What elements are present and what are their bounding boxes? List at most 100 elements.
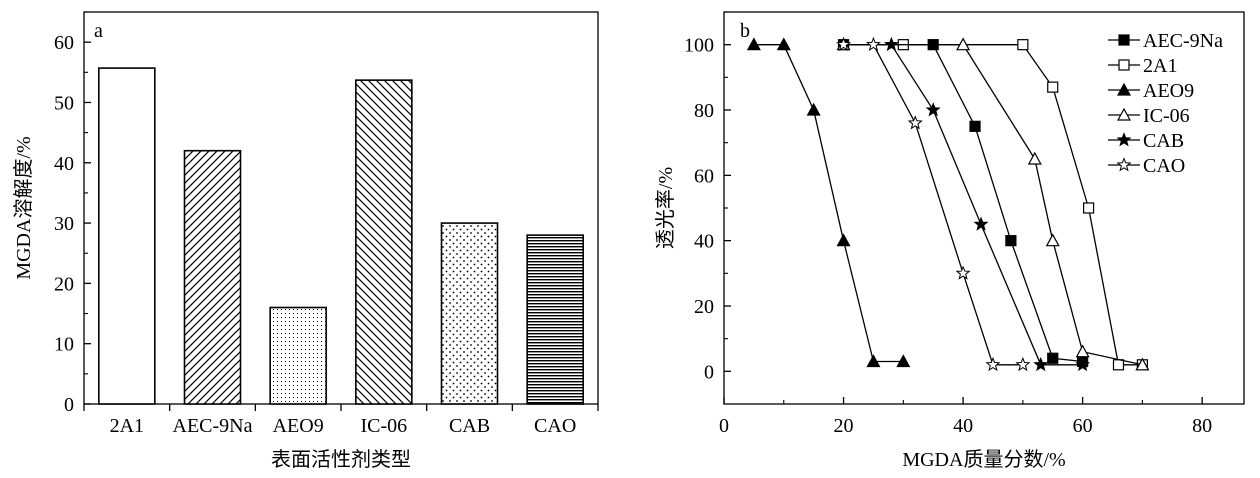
series-ic-06: [836, 37, 1150, 371]
y-tick-label: 60: [54, 32, 74, 54]
data-point: [836, 233, 851, 247]
legend-item: CAO: [1108, 155, 1185, 177]
y-tick-label: 40: [694, 231, 714, 253]
legend: AEC-9Na 2A1 AEO9 IC-06 CAB CAO: [1108, 30, 1223, 177]
series-2a1: [897, 39, 1148, 371]
bar-aeo9: [269, 306, 327, 405]
x-tick-label: 0: [719, 415, 729, 437]
y-axis: 0 10 20 30 40 50 60: [54, 11, 91, 416]
data-point: [925, 102, 941, 117]
x-tick-label: AEC-9Na: [173, 415, 253, 437]
series-cab: [883, 36, 1091, 372]
data-point: [956, 37, 971, 51]
data-point: [985, 356, 1001, 372]
y-tick-label: 10: [54, 334, 74, 356]
legend-marker: [1118, 59, 1130, 71]
data-point: [1047, 81, 1059, 93]
data-point: [1027, 151, 1042, 165]
data-point: [883, 36, 899, 52]
x-tick-label: AEO9: [273, 415, 324, 437]
x-tick-label: 60: [1073, 415, 1093, 437]
legend-item: IC-06: [1108, 105, 1190, 127]
data-point: [1045, 233, 1060, 247]
data-point: [865, 36, 881, 52]
data-point: [776, 37, 791, 51]
y-axis-title: 透光率/%: [654, 167, 677, 249]
y-tick-label: 0: [704, 361, 714, 383]
series-aeo9: [746, 37, 911, 368]
y-axis-title: MGDA溶解度/%: [12, 136, 35, 279]
data-point: [836, 36, 852, 52]
y-tick-label: 0: [64, 394, 74, 416]
legend-marker: [1116, 132, 1132, 147]
data-point: [1015, 356, 1031, 372]
data-point: [969, 120, 981, 132]
bar-cab: [440, 222, 499, 405]
data-point: [973, 216, 989, 231]
axes: 0 20 40 60 80 0 20 40 60 80 100: [684, 11, 1212, 437]
data-point: [1075, 344, 1090, 358]
y-tick-label: 100: [684, 35, 714, 57]
series-line: [843, 44, 1083, 363]
legend-marker: [1116, 107, 1132, 121]
legend-item: AEO9: [1108, 80, 1194, 102]
data-point: [907, 115, 923, 130]
y-tick-label: 40: [54, 153, 74, 175]
x-tick-label: 20: [834, 415, 854, 437]
x-tick-label: 40: [953, 415, 973, 437]
y-tick-label: 50: [54, 92, 74, 114]
panel-label: a: [94, 20, 103, 42]
data-point: [896, 354, 911, 368]
panel-label: b: [740, 20, 750, 42]
legend-label: CAO: [1143, 155, 1185, 177]
y-tick-label: 20: [54, 273, 74, 295]
x-tick-label: CAB: [449, 415, 490, 437]
bars: [98, 67, 584, 405]
x-tick-label: CAO: [534, 415, 576, 437]
x-axis-title: 表面活性剂类型: [271, 448, 411, 471]
bar-ic-06: [355, 79, 413, 405]
bar-chart-panel-a: a 0 10 20 30 40 50 60 2A1 AEC-9Na AEO9 IC-06 CAB CA…: [12, 11, 599, 471]
legend-item: CAB: [1108, 130, 1184, 152]
data-point: [1033, 356, 1049, 372]
series-cao: [836, 36, 1031, 372]
legend-label: IC-06: [1143, 105, 1190, 127]
data-point: [1017, 39, 1029, 51]
series-line: [843, 44, 1143, 366]
legend-label: CAB: [1143, 130, 1184, 152]
data-point: [1135, 357, 1150, 371]
data-point: [746, 37, 761, 51]
legend-marker: [1116, 82, 1132, 96]
legend-label: AEO9: [1143, 80, 1194, 102]
data-point: [806, 102, 821, 116]
y-tick-label: 20: [694, 296, 714, 318]
data-point: [1047, 352, 1059, 364]
bar-cao: [526, 234, 584, 405]
legend-marker: [1118, 34, 1130, 46]
data-point: [1082, 202, 1095, 214]
x-axis: 2A1 AEC-9Na AEO9 IC-06 CAB CAO: [83, 404, 599, 437]
plot-frame: [83, 11, 599, 405]
data-point: [955, 265, 971, 280]
x-tick-label: 80: [1192, 415, 1212, 437]
line-chart-panel-b: b 0 20 40 60 80 0 20 40 60 80 100 AEC-9Na 2A1 AEO9 IC…: [654, 11, 1245, 471]
legend-item: AEC-9Na: [1108, 30, 1223, 52]
series-line: [753, 44, 904, 363]
data-point: [1005, 235, 1017, 247]
legend-label: AEC-9Na: [1143, 30, 1223, 52]
y-tick-label: 30: [54, 213, 74, 235]
data-point: [1075, 356, 1091, 372]
x-tick-label: 2A1: [110, 415, 144, 437]
x-tick-label: IC-06: [360, 415, 407, 437]
series-line: [903, 44, 1143, 366]
y-tick-label: 60: [694, 165, 714, 187]
series-line: [843, 44, 1023, 366]
legend-label: 2A1: [1143, 55, 1177, 77]
y-tick-label: 80: [694, 100, 714, 122]
data-point: [866, 354, 881, 368]
bar-2a1: [98, 67, 156, 405]
series: [746, 36, 1150, 372]
bar-aec-9na: [183, 149, 242, 405]
